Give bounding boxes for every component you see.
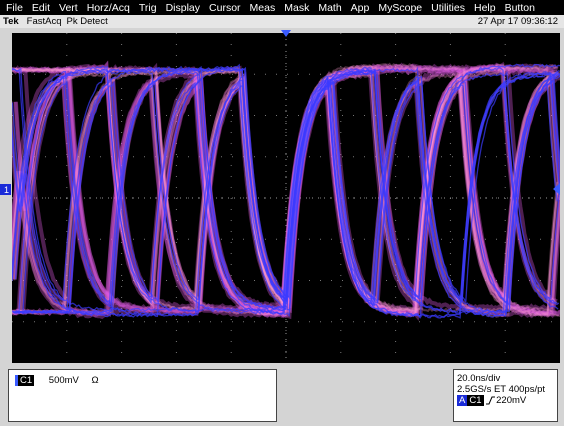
graticule-area: 1 — [0, 30, 560, 363]
trigger-channel: C1 — [467, 395, 484, 406]
channel-panel[interactable]: C1 500mV Ω — [8, 369, 277, 422]
menu-item[interactable]: Display — [165, 1, 201, 14]
timebase-panel[interactable]: 20.0ns/div 2.5GS/s ET 400ps/pt A C1 220mV — [453, 369, 558, 422]
menu-item[interactable]: App — [350, 1, 370, 14]
acq-mode: FastAcq — [26, 16, 62, 27]
datetime: 27 Apr 17 09:36:12 — [477, 16, 558, 27]
trace — [12, 63, 558, 318]
trace — [12, 67, 560, 307]
trigger-source: A — [457, 395, 468, 406]
trace — [12, 67, 560, 313]
menu-item[interactable]: File — [6, 1, 23, 14]
menu-item[interactable]: Cursor — [209, 1, 241, 14]
waveform — [12, 60, 560, 322]
status-bar: Tek FastAcq Pk Detect 27 Apr 17 09:36:12 — [0, 15, 564, 28]
trace — [12, 65, 557, 315]
sample-rate: 2.5GS/s ET 400ps/pt — [457, 384, 546, 395]
impedance: Ω — [91, 375, 99, 386]
menu-item[interactable]: Button — [504, 1, 535, 14]
menu-item[interactable]: Meas — [249, 1, 276, 14]
channel-marker: 1 — [4, 185, 9, 195]
trigger-level: 220mV — [496, 395, 527, 406]
slope-icon — [486, 396, 496, 405]
time-div: 20.0ns/div — [457, 373, 501, 384]
menu-item[interactable]: Trig — [138, 1, 157, 14]
menu-item[interactable]: Vert — [59, 1, 78, 14]
acquisition: Pk Detect — [66, 16, 108, 27]
trigger-level-marker — [553, 183, 560, 195]
trigger-position-marker — [281, 30, 291, 37]
trace — [12, 61, 557, 320]
menu-item[interactable]: Utilities — [431, 1, 465, 14]
trace — [12, 69, 560, 315]
menu-item[interactable]: Mask — [284, 1, 310, 14]
menu-item[interactable]: MyScope — [378, 1, 423, 14]
channel-marker-box — [0, 184, 11, 195]
menu-item[interactable]: Help — [473, 1, 496, 14]
channel-label: C1 — [15, 375, 35, 386]
menu-item[interactable]: Edit — [31, 1, 51, 14]
menu-item[interactable]: Horz/Acq — [86, 1, 130, 14]
brand: Tek — [3, 16, 19, 27]
menu-bar: File Edit Vert Horz/Acq Trig Display Cursor Mea… — [0, 0, 564, 15]
trace — [12, 71, 560, 322]
vertical-scale: 500mV — [48, 375, 79, 386]
menu-item[interactable]: Math — [318, 1, 342, 14]
trace — [14, 66, 560, 318]
